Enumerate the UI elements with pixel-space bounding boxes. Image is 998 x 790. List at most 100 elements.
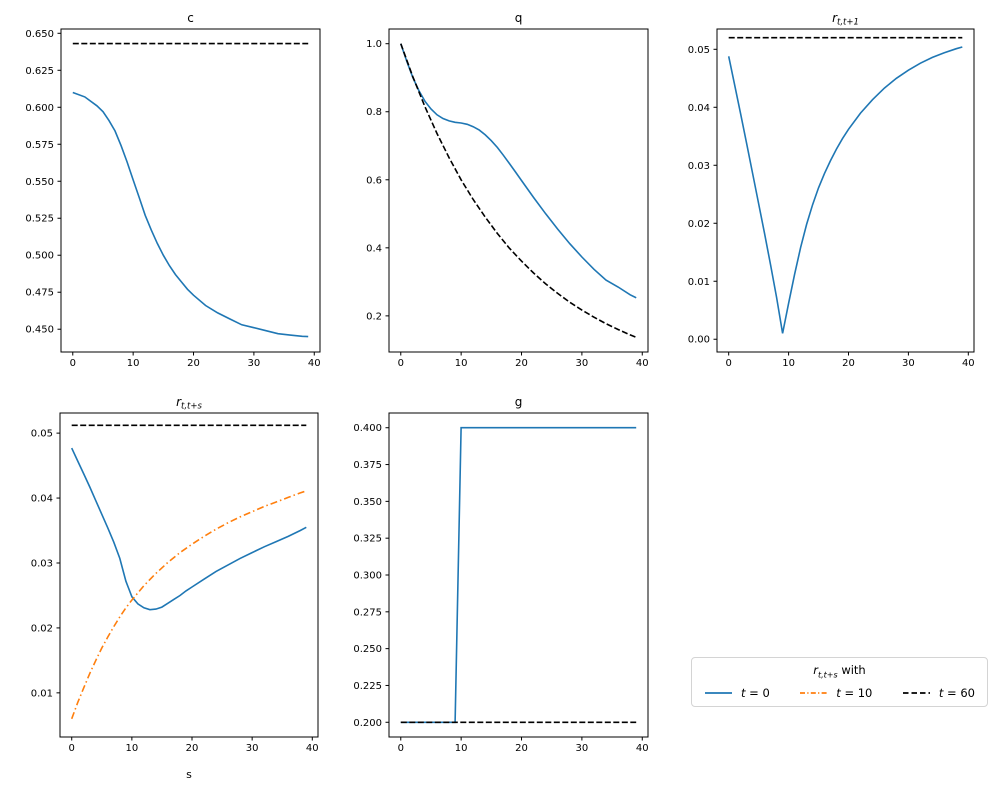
y-tick-label: 0.575 [25, 140, 54, 151]
x-tick-label: 10 [125, 743, 138, 754]
y-tick-label: 0.01 [31, 688, 53, 699]
series-blue-solid [72, 91, 309, 338]
legend-title-sub: t,t+s [817, 670, 838, 680]
subplot-title: g [515, 395, 523, 409]
x-tick-label: 30 [576, 743, 589, 754]
x-tick-label: 40 [308, 358, 321, 369]
y-tick-label: 0.04 [31, 494, 53, 505]
x-tick-label: 40 [636, 743, 649, 754]
y-tick-label: 0.500 [25, 251, 54, 262]
legend-label-var: t [836, 686, 841, 701]
series-blue-solid [400, 43, 637, 299]
legend-entry-t0: t = 0 [704, 686, 770, 700]
y-tick-label: 0.05 [31, 429, 53, 440]
y-tick-label: 0.525 [25, 214, 54, 225]
legend-label: t = 60 [939, 686, 975, 700]
y-tick-label: 0.03 [31, 558, 53, 569]
x-axis-label: s [186, 768, 192, 781]
legend-label-var: t [938, 686, 944, 701]
y-tick-label: 0.4 [366, 243, 382, 254]
subplot-title: rt,t+s [176, 395, 202, 412]
x-tick-label: 0 [725, 358, 731, 369]
x-tick-label: 30 [902, 358, 915, 369]
y-tick-label: 0.2 [366, 311, 382, 322]
x-tick-label: 40 [636, 358, 649, 369]
subplot-g: 0 10 20 30 40 0.200 0.225 0.250 0.275 0.300 0.325 0… [353, 395, 649, 754]
x-tick-label: 10 [455, 743, 468, 754]
subplot-c: 0 10 20 30 40 0.450 0.475 0.500 0.525 0.550 0.575 0… [25, 11, 321, 369]
x-tick-label: 0 [398, 358, 404, 369]
axes-frame [388, 28, 649, 353]
x-tick-label: 20 [842, 358, 855, 369]
legend-entry-t10: t = 10 [799, 686, 872, 700]
x-tick-label: 10 [455, 358, 468, 369]
x-tick-label: 40 [306, 743, 319, 754]
axes-frame [716, 28, 975, 353]
y-tick-label: 0.03 [688, 161, 710, 172]
y-tick-label: 0.650 [25, 29, 54, 40]
legend-label-var: t [741, 686, 746, 701]
y-tick-label: 0.275 [353, 607, 382, 618]
y-tick-label: 0.625 [25, 66, 54, 77]
subplot-q: 0 10 20 30 40 0.2 0.4 0.6 0.8 1.0 q [366, 11, 649, 369]
y-tick-label: 0.225 [353, 681, 382, 692]
y-tick-label: 0.325 [353, 534, 382, 545]
legend-label: t = 10 [836, 686, 872, 700]
subplot-r-t-t1: 0 10 20 30 40 0.00 0.01 0.02 0.03 0.04 0.05 rt,t+1 [688, 11, 975, 369]
y-tick-label: 0.01 [688, 277, 710, 288]
y-tick-label: 0.02 [31, 623, 53, 634]
x-tick-label: 20 [515, 358, 528, 369]
subplot-title: c [187, 11, 194, 25]
axes-frame [59, 412, 319, 738]
legend-line-sample-dashdot [800, 692, 828, 695]
y-tick-label: 0.250 [353, 644, 382, 655]
y-tick-label: 0.04 [688, 103, 710, 114]
legend-entry-t60: t = 60 [902, 686, 975, 700]
y-tick-label: 1.0 [366, 39, 382, 50]
y-tick-label: 0.350 [353, 497, 382, 508]
series-orange-dashdot-t10 [70, 490, 307, 720]
x-tick-label: 10 [782, 358, 795, 369]
series-blue-solid [727, 46, 963, 334]
x-tick-label: 30 [248, 358, 261, 369]
legend-label-rest: = 10 [840, 686, 873, 701]
axes-frame [60, 28, 321, 353]
legend: rt,t+s with t = 0 t = 10 t = 60 [691, 657, 988, 707]
legend-label: t = 0 [741, 686, 770, 700]
y-tick-label: 0.400 [353, 423, 382, 434]
y-tick-label: 0.02 [688, 219, 710, 230]
subplot-title: rt,t+1 [832, 11, 859, 28]
subplot-title: q [515, 11, 523, 25]
legend-title-suffix: with [837, 663, 866, 677]
y-tick-label: 0.475 [25, 288, 54, 299]
x-tick-label: 20 [515, 743, 528, 754]
y-tick-label: 0.05 [688, 45, 710, 56]
x-tick-label: 20 [186, 743, 199, 754]
legend-title: rt,t+s with [692, 658, 987, 683]
x-tick-label: 10 [127, 358, 140, 369]
y-tick-label: 0.00 [688, 335, 710, 346]
series-blue-solid-step [400, 426, 637, 724]
legend-label-rest: = 0 [745, 686, 770, 701]
y-tick-label: 0.375 [353, 460, 382, 471]
series-black-dashed [400, 43, 637, 339]
legend-title-var: r [813, 663, 818, 677]
y-tick-label: 0.550 [25, 177, 54, 188]
x-tick-label: 0 [69, 743, 75, 754]
x-tick-label: 30 [246, 743, 259, 754]
x-tick-label: 0 [70, 358, 76, 369]
axes-frame [388, 412, 649, 738]
y-tick-label: 0.300 [353, 571, 382, 582]
x-tick-label: 0 [398, 743, 404, 754]
series-blue-solid-t0 [70, 447, 307, 611]
y-tick-label: 0.600 [25, 103, 54, 114]
legend-label-rest: = 60 [943, 686, 975, 701]
y-tick-label: 0.6 [366, 175, 382, 186]
x-tick-label: 20 [187, 358, 200, 369]
x-tick-label: 30 [576, 358, 589, 369]
y-tick-label: 0.200 [353, 718, 382, 729]
legend-line-sample-solid [705, 692, 732, 695]
subplot-r-t-ts: 0 10 20 30 40 0.01 0.02 0.03 0.04 0.05 rt,t+s s [31, 395, 319, 781]
legend-row: t = 0 t = 10 t = 60 [692, 683, 987, 700]
